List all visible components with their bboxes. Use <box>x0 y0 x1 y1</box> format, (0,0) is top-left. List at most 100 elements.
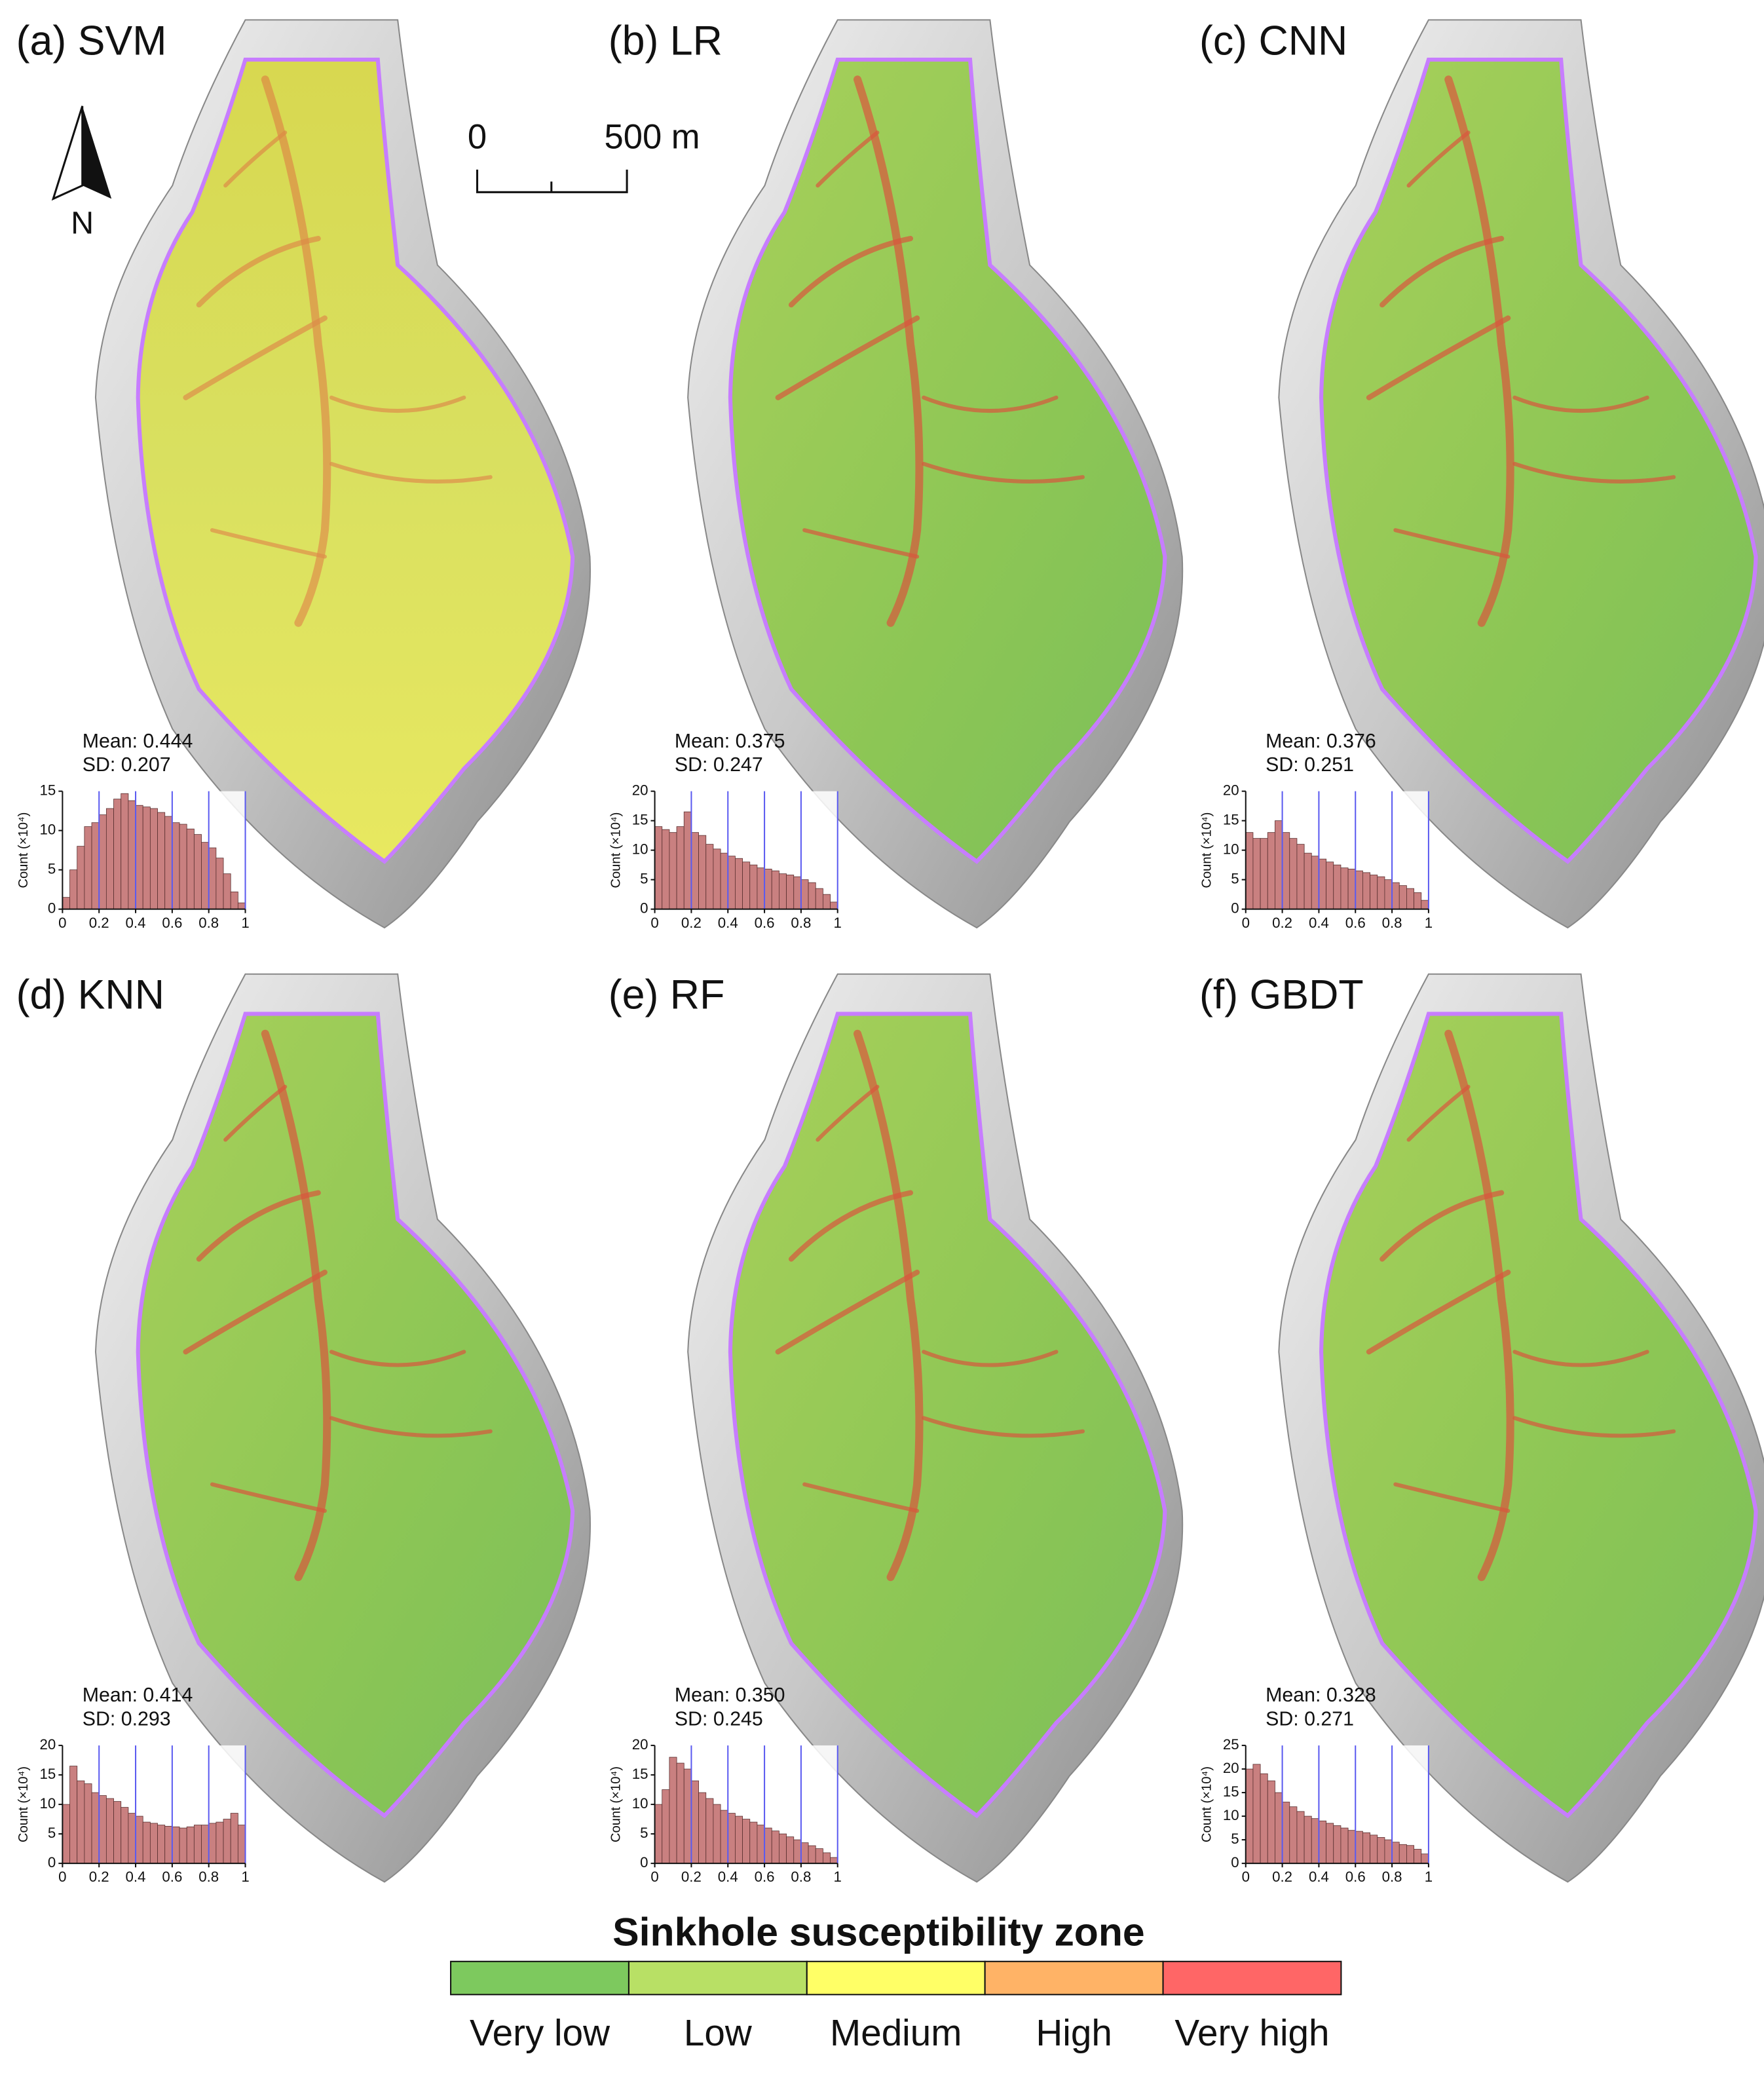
histogram-bar <box>1275 820 1283 910</box>
x-tick-label: 0.8 <box>1382 1869 1402 1885</box>
histogram-bar <box>121 1807 129 1864</box>
histogram-bar <box>1384 1839 1393 1864</box>
histogram-bar <box>1296 844 1305 910</box>
histogram-bar <box>1370 1834 1378 1864</box>
histogram-bar <box>669 832 677 910</box>
histogram-bar <box>720 852 728 910</box>
histogram-bar <box>698 835 707 910</box>
y-tick-label: 10 <box>40 822 56 838</box>
panel-title: (e) RF <box>609 972 725 1018</box>
y-tick-label: 15 <box>632 812 648 828</box>
histogram-bar <box>201 842 210 910</box>
y-axis-label: Count (×10⁴) <box>1199 812 1214 888</box>
histogram-bar <box>1245 1768 1254 1864</box>
y-tick-label: 0 <box>1231 900 1239 917</box>
x-tick-label: 0.2 <box>1272 915 1292 931</box>
histogram-bar <box>172 822 180 910</box>
histogram-bar <box>1275 1792 1283 1864</box>
histogram-bar <box>1333 864 1342 910</box>
histogram-bar <box>1245 832 1254 910</box>
histogram-bar <box>815 888 823 910</box>
histogram-bar <box>1347 869 1356 910</box>
y-tick-label: 15 <box>1223 812 1239 828</box>
histogram-bar <box>77 1780 85 1864</box>
x-tick-label: 0 <box>650 915 658 931</box>
histogram-bar <box>1296 1811 1305 1864</box>
histogram-bar <box>1406 888 1414 910</box>
histogram-bar <box>1421 1853 1429 1864</box>
histogram-bar <box>822 1852 831 1864</box>
histogram-bar <box>1355 1831 1363 1864</box>
y-tick-label: 15 <box>40 782 56 799</box>
y-axis-label: Count (×10⁴) <box>16 812 31 888</box>
histogram-bar <box>727 1813 736 1864</box>
histogram-bar <box>1362 872 1370 910</box>
histogram-bar <box>91 822 100 910</box>
histogram-bar <box>691 832 699 910</box>
x-tick-label: 1 <box>241 915 249 931</box>
histogram-bar <box>1421 900 1429 910</box>
x-tick-label: 0 <box>1242 915 1250 931</box>
histogram-bar <box>77 846 85 910</box>
histogram-bar <box>830 1857 838 1864</box>
histogram-bar <box>91 1792 100 1864</box>
histogram-bar <box>1384 879 1393 910</box>
histogram-bar <box>164 1825 173 1864</box>
y-axis-label: Count (×10⁴) <box>16 1766 31 1842</box>
histogram-bar <box>1282 832 1290 910</box>
histogram-bar <box>830 902 838 910</box>
histogram-bar <box>157 812 166 910</box>
x-tick-label: 0.6 <box>755 1869 775 1885</box>
histogram-bar <box>771 1831 779 1864</box>
histogram-bar <box>1377 1837 1385 1864</box>
histogram-bar <box>1260 1773 1268 1864</box>
legend-swatch <box>1162 1960 1342 1996</box>
histogram-bar <box>62 1804 70 1864</box>
histogram-bar <box>1267 832 1275 910</box>
histogram-bar <box>142 1821 151 1864</box>
histogram-bar <box>223 1819 231 1864</box>
y-tick-label: 5 <box>48 1825 56 1841</box>
histogram-bar <box>105 1798 114 1864</box>
histogram-bar <box>142 807 151 910</box>
histogram-bar <box>113 799 122 910</box>
y-tick-label: 5 <box>48 861 56 877</box>
sd-label: SD: 0.247 <box>675 754 763 776</box>
y-tick-label: 20 <box>1223 1760 1239 1776</box>
histogram-bar <box>1398 885 1407 910</box>
histogram-bar <box>216 858 224 910</box>
mean-label: Mean: 0.375 <box>675 731 785 752</box>
sd-label: SD: 0.245 <box>675 1709 763 1730</box>
histogram-bar <box>216 1821 224 1864</box>
panel: (f) GBDT Mean: 0.328 SD: 0.271 0 0.2 0.4 0.6 0.… <box>1199 972 1764 1885</box>
x-tick-label: 0.6 <box>1345 915 1366 931</box>
histogram-bar <box>654 1804 663 1864</box>
histogram-bar <box>1391 1842 1400 1864</box>
histogram-bar <box>186 828 195 910</box>
histogram-bar <box>735 1815 743 1864</box>
histogram-bar <box>1289 838 1298 910</box>
histogram-bar <box>1362 1832 1370 1864</box>
histogram-bar <box>98 814 107 910</box>
histogram-bar <box>1377 876 1385 910</box>
scale-bar: 0 500 m <box>468 117 700 193</box>
histogram-bar <box>128 1813 136 1864</box>
x-tick-label: 1 <box>241 1869 249 1885</box>
histogram-bar <box>121 793 129 910</box>
histogram-bar <box>149 1823 158 1864</box>
histogram-bar <box>164 816 173 910</box>
legend-label: High <box>1036 2013 1112 2054</box>
legend-swatch <box>450 1960 629 1996</box>
histogram-bar <box>105 808 114 910</box>
histogram-bar <box>793 1839 802 1864</box>
histogram-bar <box>1414 1849 1422 1864</box>
x-tick-label: 0.6 <box>162 915 182 931</box>
histogram-bar <box>69 869 78 910</box>
histogram-bar <box>691 1780 699 1864</box>
histogram-bar <box>1311 1818 1319 1864</box>
histogram-bar <box>742 862 751 910</box>
legend-label: Medium <box>830 2013 962 2054</box>
